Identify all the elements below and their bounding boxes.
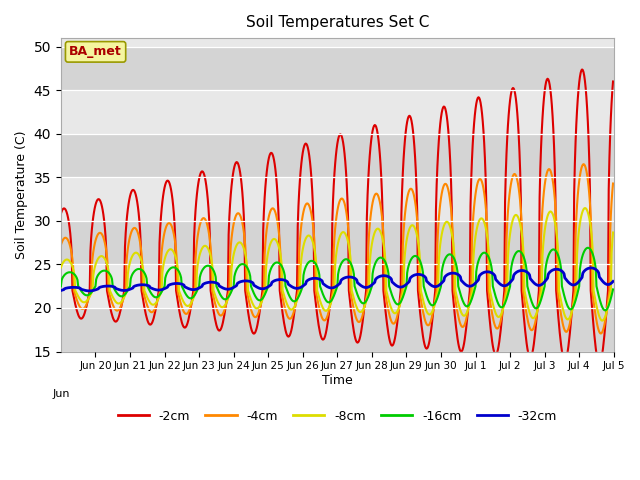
Legend: -2cm, -4cm, -8cm, -16cm, -32cm: -2cm, -4cm, -8cm, -16cm, -32cm — [113, 405, 562, 428]
Y-axis label: Soil Temperature (C): Soil Temperature (C) — [15, 131, 28, 259]
Text: BA_met: BA_met — [69, 45, 122, 59]
Bar — [61, 134, 614, 178]
Bar — [61, 264, 614, 308]
Bar — [61, 90, 614, 134]
Bar — [61, 221, 614, 264]
Text: Jun: Jun — [52, 389, 70, 399]
Bar — [61, 47, 614, 90]
X-axis label: Time: Time — [322, 374, 353, 387]
Bar — [61, 308, 614, 351]
Bar — [61, 178, 614, 221]
Title: Soil Temperatures Set C: Soil Temperatures Set C — [246, 15, 429, 30]
